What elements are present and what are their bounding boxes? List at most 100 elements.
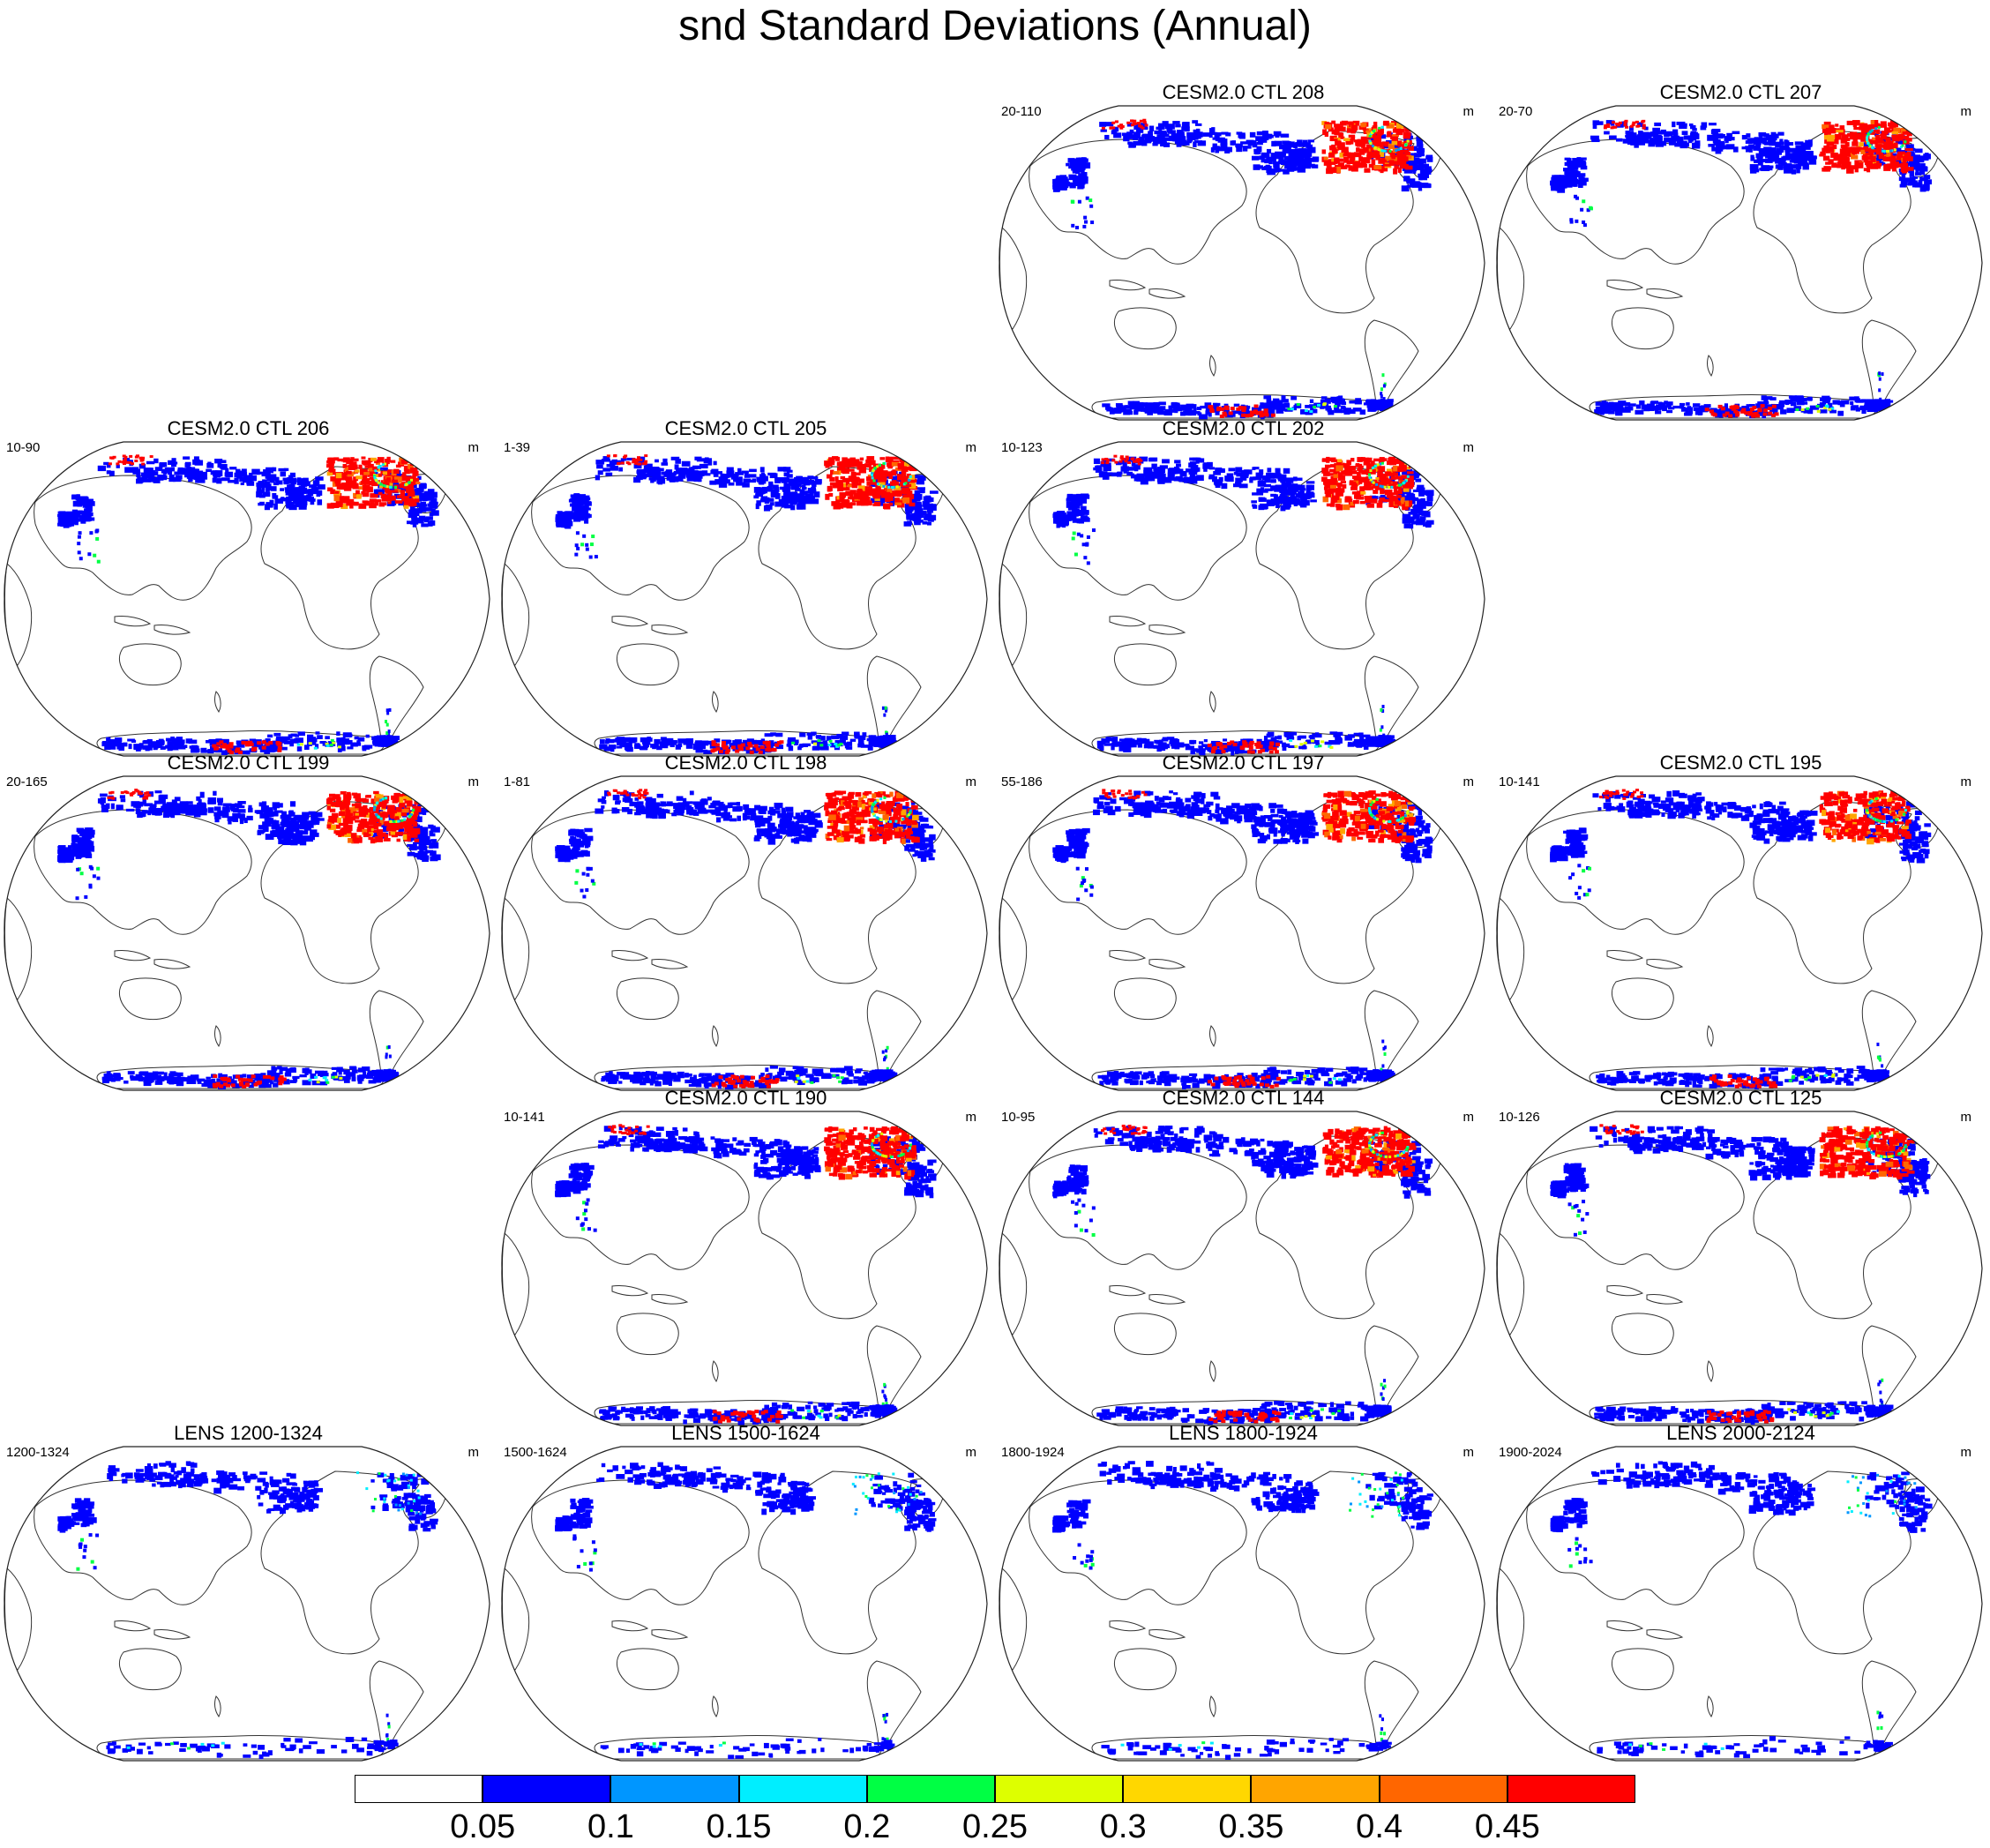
coastline xyxy=(4,1567,33,1671)
colorbar-tick-label: 0.05 xyxy=(450,1808,516,1845)
coastline xyxy=(1707,1360,1714,1382)
coastline xyxy=(1646,1629,1684,1640)
snow-depth-field xyxy=(1550,119,1963,419)
panel-units: m xyxy=(1960,1110,1972,1125)
coastline xyxy=(153,1629,191,1640)
coastline xyxy=(712,1360,719,1382)
coastline xyxy=(1646,959,1684,969)
coastline xyxy=(999,897,1028,1000)
coastline xyxy=(1606,1285,1644,1297)
coastline xyxy=(531,809,750,935)
panel-title: CESM2.0 CTL 197 xyxy=(1162,752,1325,774)
coastline xyxy=(114,1620,152,1632)
panel-title: CESM2.0 CTL 199 xyxy=(167,752,330,774)
coastline xyxy=(1209,1025,1216,1047)
coastline xyxy=(114,616,152,627)
map-border xyxy=(1496,1446,1983,1762)
coastline xyxy=(1109,616,1147,627)
coastline xyxy=(1646,1294,1684,1305)
panel-title: CESM2.0 CTL 202 xyxy=(1162,417,1325,439)
colorbar-tick-label: 0.35 xyxy=(1218,1808,1284,1845)
coastline xyxy=(214,1695,221,1717)
map-panel: CESM2.0 CTL 190 10-141 m xyxy=(498,1087,994,1426)
coastline xyxy=(611,1620,649,1632)
map-canvas xyxy=(1496,775,1983,1091)
map-panel: CESM2.0 CTL 199 20-165 m xyxy=(0,752,497,1091)
panel-units: m xyxy=(1463,1445,1475,1460)
map-panel: CESM2.0 CTL 202 10-123 m xyxy=(995,417,1492,757)
coastline xyxy=(611,1285,649,1297)
map-canvas xyxy=(999,105,1485,421)
panel-year-range: 20-165 xyxy=(6,774,48,789)
snow-depth-field xyxy=(57,1461,470,1760)
panel-units: m xyxy=(1960,1445,1972,1460)
coastline xyxy=(1113,1648,1177,1691)
coastline xyxy=(531,1144,750,1270)
map-border xyxy=(4,441,490,757)
panel-year-range: 1900-2024 xyxy=(1499,1445,1562,1460)
colorbar-swatch xyxy=(355,1775,483,1803)
coastline xyxy=(1029,1144,1247,1270)
coastline xyxy=(1109,1620,1147,1632)
map-canvas xyxy=(1496,1111,1983,1426)
map-canvas xyxy=(999,441,1485,757)
panel-title: LENS 2000-2124 xyxy=(1666,1422,1815,1444)
coastline xyxy=(1148,1629,1186,1640)
colorbar-swatch xyxy=(483,1775,611,1803)
panel-units: m xyxy=(1463,440,1475,455)
colorbar-swatch xyxy=(1507,1775,1635,1803)
coastline xyxy=(1109,280,1147,291)
colorbar-tick-label: 0.3 xyxy=(1099,1808,1147,1845)
coastline xyxy=(1526,138,1745,265)
coastline xyxy=(153,959,191,969)
coastline xyxy=(1255,1470,1415,1655)
panel-year-range: 10-141 xyxy=(1499,774,1540,789)
panel-year-range: 55-186 xyxy=(1001,774,1043,789)
coastline xyxy=(1611,1313,1674,1356)
panel-title: LENS 1500-1624 xyxy=(671,1422,820,1444)
colorbar-swatch xyxy=(1251,1775,1380,1803)
snow-depth-field xyxy=(1052,454,1465,756)
coastline xyxy=(1148,959,1186,969)
coastline xyxy=(1753,1470,1912,1655)
coastline xyxy=(501,1232,530,1335)
colorbar xyxy=(355,1775,1635,1805)
coastline xyxy=(1148,288,1186,299)
coastline xyxy=(611,616,649,627)
map-panel: LENS 1500-1624 1500-1624 m xyxy=(498,1422,994,1762)
map-border xyxy=(4,775,490,1091)
panel-title: CESM2.0 CTL 190 xyxy=(664,1087,827,1109)
coastline xyxy=(4,897,33,1000)
coastline xyxy=(651,1294,689,1305)
coastline xyxy=(1646,288,1684,299)
panel-units: m xyxy=(1960,104,1972,119)
colorbar-tick-label: 0.25 xyxy=(962,1808,1028,1845)
map-border xyxy=(501,775,988,1091)
colorbar-swatch xyxy=(866,1775,995,1803)
map-border xyxy=(501,1111,988,1426)
map-border xyxy=(1496,775,1983,1091)
coastline xyxy=(501,897,530,1000)
snow-depth-field xyxy=(555,1124,968,1425)
panel-units: m xyxy=(965,440,977,455)
coastline xyxy=(214,1025,221,1047)
coastline xyxy=(501,563,530,666)
coastline xyxy=(34,809,252,935)
map-border xyxy=(999,1111,1485,1426)
colorbar-tick-label: 0.1 xyxy=(587,1808,634,1845)
panel-year-range: 20-70 xyxy=(1499,104,1533,119)
coastline xyxy=(1209,1695,1216,1717)
coastline xyxy=(1707,355,1714,377)
coastline xyxy=(999,1232,1028,1335)
coastline xyxy=(999,563,1028,666)
map-border xyxy=(501,1446,988,1762)
coastline xyxy=(1109,950,1147,961)
coastline xyxy=(118,977,182,1021)
coastline xyxy=(1148,1294,1186,1305)
coastline xyxy=(118,1648,182,1691)
coastline xyxy=(616,1313,679,1356)
snow-depth-field xyxy=(1550,1461,1964,1759)
coastline xyxy=(712,1695,719,1717)
panel-title: LENS 1200-1324 xyxy=(174,1422,323,1444)
coastline xyxy=(651,1629,689,1640)
